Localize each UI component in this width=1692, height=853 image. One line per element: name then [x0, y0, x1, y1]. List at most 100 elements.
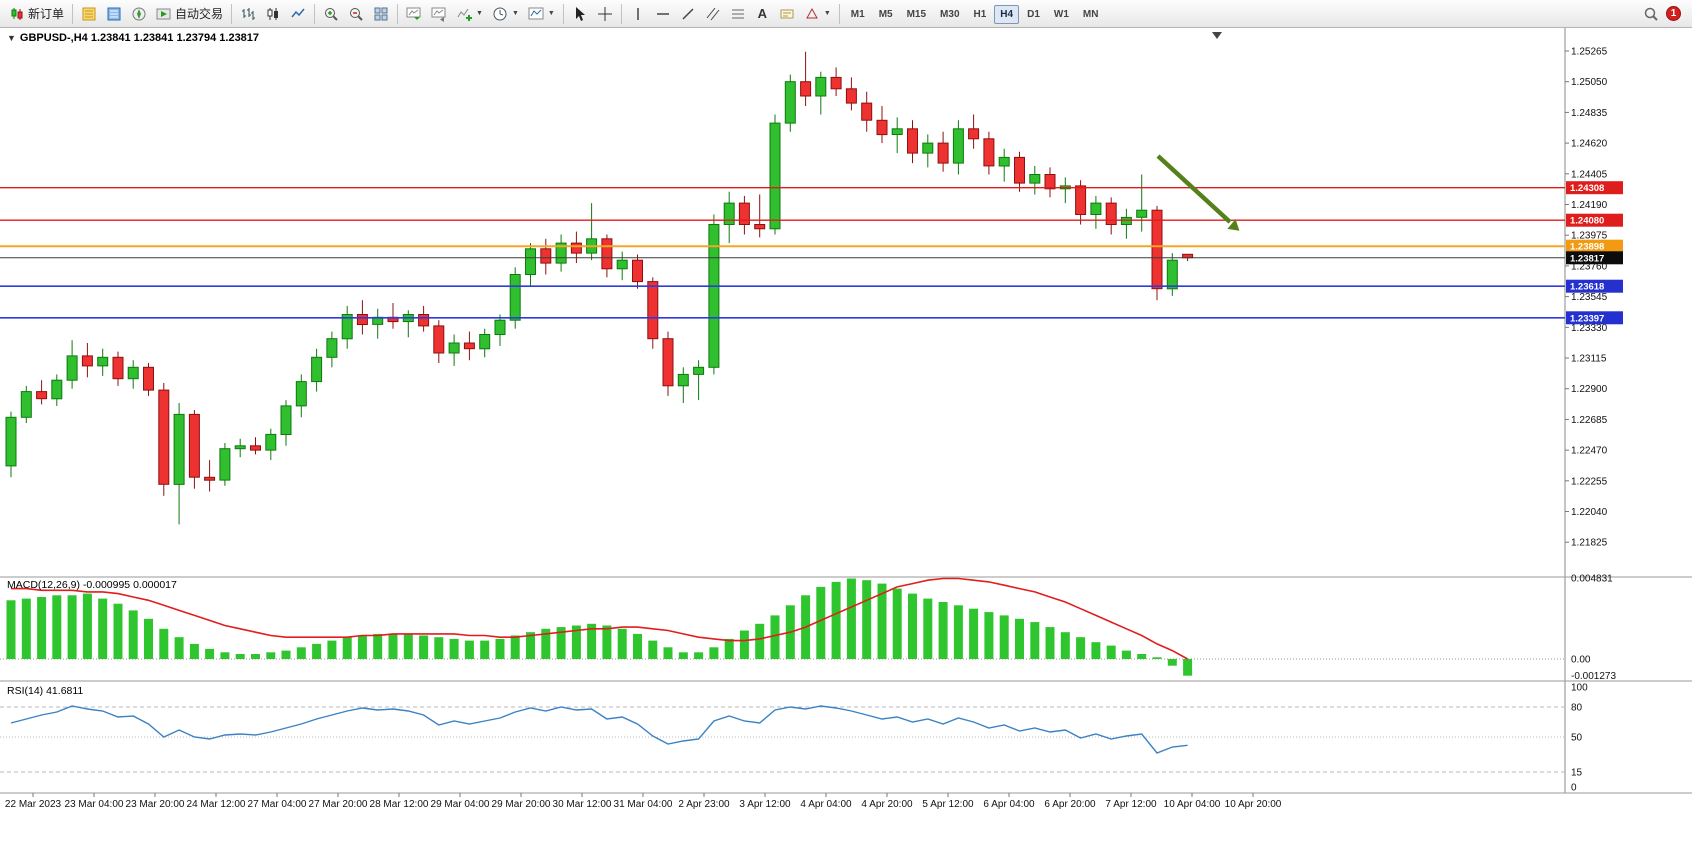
macd-histogram-bar [388, 633, 398, 659]
macd-histogram-bar [357, 635, 367, 659]
time-axis-label: 6 Apr 20:00 [1044, 799, 1096, 810]
auto-trading-button[interactable]: 自动交易 [152, 2, 227, 25]
candle [1136, 209, 1148, 218]
indicators-button[interactable]: ▼ [452, 2, 487, 25]
zoom-out-button[interactable] [344, 2, 368, 25]
timeframe-button-m30[interactable]: M30 [934, 5, 965, 24]
chart-shift-icon [431, 7, 446, 22]
templates-button[interactable]: ▼ [524, 2, 559, 25]
macd-histogram-bar [37, 597, 47, 659]
timeframe-button-mn[interactable]: MN [1077, 5, 1105, 24]
price-axis-label: 1.23760 [1571, 261, 1608, 272]
search-button[interactable] [1639, 2, 1663, 25]
macd-histogram-bar [526, 632, 535, 659]
macd-histogram-bar [1152, 657, 1162, 659]
time-axis-label: 6 Apr 04:00 [983, 799, 1035, 810]
vertical-line-button[interactable] [626, 2, 650, 25]
candle [250, 445, 261, 451]
crosshair-button[interactable] [593, 2, 617, 25]
zoom-in-button[interactable] [319, 2, 343, 25]
svg-text:1.23618: 1.23618 [1570, 282, 1604, 293]
candle [1075, 185, 1087, 215]
line-chart-button[interactable] [286, 2, 310, 25]
candle [20, 391, 32, 418]
chevron-down-icon: ▼ [511, 10, 519, 17]
price-level-badge[interactable]: 1.24308 [1566, 181, 1623, 195]
current-price-badge[interactable]: 1.23817 [1566, 251, 1623, 265]
candle [494, 319, 506, 336]
toolbar-separator [314, 3, 316, 24]
fibonacci-button[interactable] [726, 2, 750, 25]
macd-histogram-bar [892, 588, 902, 659]
chevron-down-icon: ▼ [476, 10, 483, 17]
candle [36, 391, 48, 400]
new-order-button[interactable]: 新订单 [5, 2, 68, 25]
svg-text:1.23898: 1.23898 [1570, 242, 1604, 253]
price-level-badge[interactable]: 1.24080 [1566, 213, 1623, 227]
navigator-button[interactable] [127, 2, 151, 25]
candle [983, 138, 995, 167]
timeframe-button-m5[interactable]: M5 [873, 5, 899, 24]
candle [173, 413, 185, 485]
macd-histogram-bar [877, 583, 887, 659]
macd-histogram-bar [938, 602, 948, 659]
candle [693, 366, 705, 375]
macd-histogram-bar [464, 640, 474, 659]
candle [907, 128, 918, 154]
main-toolbar: 新订单 自动交易 ▼ ▼ [0, 0, 1692, 28]
timeframe-button-h4[interactable]: H4 [994, 4, 1020, 24]
candlestick-chart-button[interactable] [261, 2, 285, 25]
channel-button[interactable] [701, 2, 725, 25]
periods-button[interactable]: ▼ [488, 2, 523, 25]
timeframe-button-w1[interactable]: W1 [1048, 5, 1075, 24]
cursor-button[interactable] [568, 2, 592, 25]
price-level-badge[interactable]: 1.23618 [1566, 279, 1623, 293]
candle [632, 259, 643, 283]
candle [66, 355, 78, 381]
candle [479, 334, 491, 350]
price-axis-label: 1.25265 [1571, 47, 1608, 58]
horizontal-line-button[interactable] [651, 2, 675, 25]
candle [830, 76, 842, 90]
chart-shift-marker[interactable] [1212, 32, 1222, 39]
data-window-button[interactable] [102, 2, 126, 25]
chart-title-text: GBPUSD-,H4 1.23841 1.23841 1.23794 1.238… [19, 32, 260, 44]
fibonacci-icon [731, 9, 744, 18]
candle [112, 356, 124, 380]
price-axis-label: 1.22900 [1571, 384, 1608, 395]
timeframe-button-h1[interactable]: H1 [968, 5, 993, 24]
navigator-icon [132, 7, 146, 20]
macd-histogram-bar [770, 615, 780, 659]
svg-text:1.24080: 1.24080 [1570, 216, 1604, 227]
candle [968, 128, 980, 140]
bar-chart-button[interactable] [236, 2, 260, 25]
time-axis-label: 28 Mar 12:00 [370, 799, 429, 810]
timeframe-button-d1[interactable]: D1 [1021, 5, 1046, 24]
timeframe-button-m1[interactable]: M1 [845, 5, 871, 24]
text-tool-button[interactable]: A [751, 2, 774, 25]
candle [97, 356, 109, 367]
chart-canvas[interactable]: 1.25265 1.25050 1.24835 1.24620 1.24405 1.241… [0, 28, 1692, 853]
price-level-badge[interactable]: 1.23397 [1566, 311, 1623, 325]
price-level-badge[interactable]: 1.23898 [1566, 239, 1623, 253]
market-watch-button[interactable] [77, 2, 101, 25]
shapes-button[interactable]: ▼ [800, 2, 835, 25]
candle [1151, 209, 1163, 290]
time-axis-label: 29 Mar 04:00 [431, 799, 490, 810]
notification-badge[interactable]: 1 [1666, 6, 1681, 21]
macd-histogram-bar [663, 647, 673, 659]
trend-arrow[interactable] [1156, 154, 1240, 231]
trendline-button[interactable] [676, 2, 700, 25]
text-label-button[interactable] [775, 2, 799, 25]
timeframe-group: M1 M5 M15 M30 H1 H4 D1 W1 MN [844, 4, 1106, 24]
auto-scroll-button[interactable] [402, 2, 426, 25]
toolbar-separator [72, 3, 74, 24]
time-axis-label: 23 Mar 20:00 [126, 799, 185, 810]
candle [295, 381, 307, 407]
tile-windows-button[interactable] [369, 2, 393, 25]
timeframe-button-m15[interactable]: M15 [901, 5, 932, 24]
macd-histogram-bar [510, 635, 520, 659]
chart-shift-button[interactable] [427, 2, 451, 25]
macd-histogram-bar [969, 608, 979, 659]
candle [234, 445, 246, 450]
